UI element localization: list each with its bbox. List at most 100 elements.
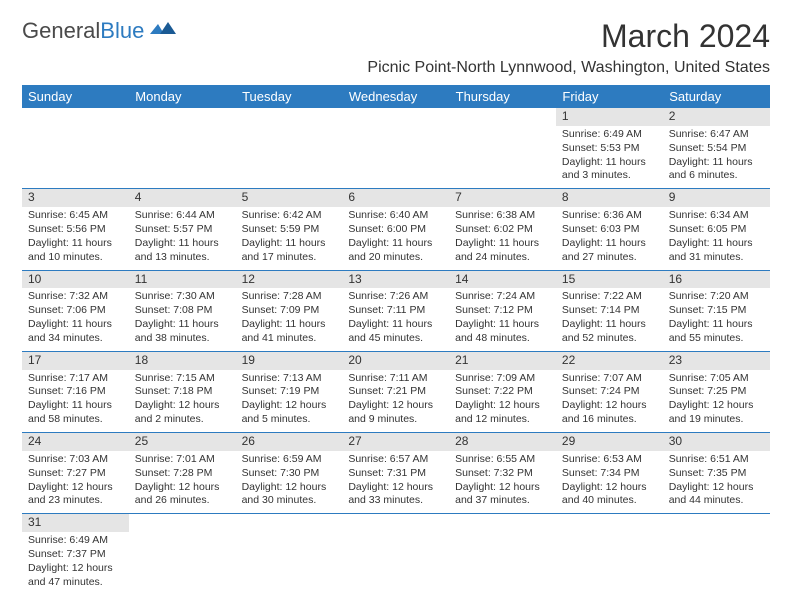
calendar-cell: 29Sunrise: 6:53 AMSunset: 7:34 PMDayligh… <box>556 433 663 514</box>
sunset-text: Sunset: 7:21 PM <box>348 385 443 399</box>
daylight-text: Daylight: 12 hours and 2 minutes. <box>135 399 230 427</box>
weekday-header: Friday <box>556 85 663 108</box>
daylight-text: Daylight: 11 hours and 48 minutes. <box>455 318 550 346</box>
day-number: 13 <box>342 271 449 289</box>
daylight-text: Daylight: 11 hours and 10 minutes. <box>28 237 123 265</box>
sunset-text: Sunset: 7:31 PM <box>348 467 443 481</box>
location: Picnic Point-North Lynnwood, Washington,… <box>367 59 770 77</box>
daylight-text: Daylight: 12 hours and 47 minutes. <box>28 562 123 590</box>
sunrise-text: Sunrise: 7:24 AM <box>455 290 550 304</box>
daylight-text: Daylight: 11 hours and 38 minutes. <box>135 318 230 346</box>
calendar-cell <box>342 514 449 595</box>
sunset-text: Sunset: 7:24 PM <box>562 385 657 399</box>
calendar-cell: 12Sunrise: 7:28 AMSunset: 7:09 PMDayligh… <box>236 270 343 351</box>
day-number: 21 <box>449 352 556 370</box>
sunset-text: Sunset: 7:12 PM <box>455 304 550 318</box>
day-number: 30 <box>663 433 770 451</box>
calendar-cell: 19Sunrise: 7:13 AMSunset: 7:19 PMDayligh… <box>236 351 343 432</box>
sunset-text: Sunset: 6:05 PM <box>669 223 764 237</box>
sunset-text: Sunset: 7:18 PM <box>135 385 230 399</box>
calendar-cell <box>663 514 770 595</box>
calendar-cell <box>342 108 449 189</box>
weekday-header: Thursday <box>449 85 556 108</box>
daylight-text: Daylight: 11 hours and 13 minutes. <box>135 237 230 265</box>
calendar-cell <box>236 514 343 595</box>
sunrise-text: Sunrise: 6:57 AM <box>348 453 443 467</box>
header: GeneralBlue March 2024 Picnic Point-Nort… <box>22 18 770 83</box>
sunset-text: Sunset: 6:02 PM <box>455 223 550 237</box>
sunset-text: Sunset: 7:25 PM <box>669 385 764 399</box>
sunrise-text: Sunrise: 7:15 AM <box>135 372 230 386</box>
logo-general: General <box>22 18 100 44</box>
daylight-text: Daylight: 11 hours and 20 minutes. <box>348 237 443 265</box>
daylight-text: Daylight: 12 hours and 40 minutes. <box>562 481 657 509</box>
daylight-text: Daylight: 12 hours and 19 minutes. <box>669 399 764 427</box>
day-number: 10 <box>22 271 129 289</box>
calendar-cell: 10Sunrise: 7:32 AMSunset: 7:06 PMDayligh… <box>22 270 129 351</box>
calendar-table: SundayMondayTuesdayWednesdayThursdayFrid… <box>22 85 770 595</box>
sunset-text: Sunset: 5:53 PM <box>562 142 657 156</box>
calendar-cell: 31Sunrise: 6:49 AMSunset: 7:37 PMDayligh… <box>22 514 129 595</box>
weekday-header: Saturday <box>663 85 770 108</box>
calendar-cell <box>449 108 556 189</box>
sunset-text: Sunset: 7:09 PM <box>242 304 337 318</box>
weekday-header: Wednesday <box>342 85 449 108</box>
day-number: 23 <box>663 352 770 370</box>
calendar-row: 17Sunrise: 7:17 AMSunset: 7:16 PMDayligh… <box>22 351 770 432</box>
calendar-cell: 8Sunrise: 6:36 AMSunset: 6:03 PMDaylight… <box>556 189 663 270</box>
daylight-text: Daylight: 12 hours and 9 minutes. <box>348 399 443 427</box>
daylight-text: Daylight: 12 hours and 23 minutes. <box>28 481 123 509</box>
day-number: 20 <box>342 352 449 370</box>
sunset-text: Sunset: 7:34 PM <box>562 467 657 481</box>
daylight-text: Daylight: 12 hours and 33 minutes. <box>348 481 443 509</box>
sunrise-text: Sunrise: 7:28 AM <box>242 290 337 304</box>
day-number: 12 <box>236 271 343 289</box>
sunrise-text: Sunrise: 7:07 AM <box>562 372 657 386</box>
sunrise-text: Sunrise: 6:38 AM <box>455 209 550 223</box>
sunrise-text: Sunrise: 6:59 AM <box>242 453 337 467</box>
sunrise-text: Sunrise: 6:36 AM <box>562 209 657 223</box>
calendar-cell: 6Sunrise: 6:40 AMSunset: 6:00 PMDaylight… <box>342 189 449 270</box>
sunset-text: Sunset: 7:19 PM <box>242 385 337 399</box>
day-number: 18 <box>129 352 236 370</box>
sunrise-text: Sunrise: 6:44 AM <box>135 209 230 223</box>
sunset-text: Sunset: 7:32 PM <box>455 467 550 481</box>
daylight-text: Daylight: 11 hours and 34 minutes. <box>28 318 123 346</box>
calendar-cell: 4Sunrise: 6:44 AMSunset: 5:57 PMDaylight… <box>129 189 236 270</box>
calendar-cell: 21Sunrise: 7:09 AMSunset: 7:22 PMDayligh… <box>449 351 556 432</box>
day-number: 27 <box>342 433 449 451</box>
daylight-text: Daylight: 11 hours and 27 minutes. <box>562 237 657 265</box>
daylight-text: Daylight: 11 hours and 24 minutes. <box>455 237 550 265</box>
weekday-header: Sunday <box>22 85 129 108</box>
daylight-text: Daylight: 11 hours and 3 minutes. <box>562 156 657 184</box>
logo-text: GeneralBlue <box>22 18 144 44</box>
sunrise-text: Sunrise: 7:05 AM <box>669 372 764 386</box>
calendar-cell: 11Sunrise: 7:30 AMSunset: 7:08 PMDayligh… <box>129 270 236 351</box>
calendar-row: 3Sunrise: 6:45 AMSunset: 5:56 PMDaylight… <box>22 189 770 270</box>
sunrise-text: Sunrise: 7:17 AM <box>28 372 123 386</box>
sunset-text: Sunset: 7:30 PM <box>242 467 337 481</box>
sunrise-text: Sunrise: 7:32 AM <box>28 290 123 304</box>
calendar-cell: 20Sunrise: 7:11 AMSunset: 7:21 PMDayligh… <box>342 351 449 432</box>
day-number: 19 <box>236 352 343 370</box>
calendar-cell: 27 Sunrise: 6:57 AMSunset: 7:31 PMDayligh… <box>342 433 449 514</box>
daylight-text: Daylight: 12 hours and 16 minutes. <box>562 399 657 427</box>
weekday-header: Tuesday <box>236 85 343 108</box>
sunset-text: Sunset: 5:59 PM <box>242 223 337 237</box>
sunrise-text: Sunrise: 7:20 AM <box>669 290 764 304</box>
sunset-text: Sunset: 6:00 PM <box>348 223 443 237</box>
calendar-cell: 25Sunrise: 7:01 AMSunset: 7:28 PMDayligh… <box>129 433 236 514</box>
sunrise-text: Sunrise: 6:47 AM <box>669 128 764 142</box>
daylight-text: Daylight: 12 hours and 5 minutes. <box>242 399 337 427</box>
day-number: 26 <box>236 433 343 451</box>
calendar-cell: 17Sunrise: 7:17 AMSunset: 7:16 PMDayligh… <box>22 351 129 432</box>
sunset-text: Sunset: 7:15 PM <box>669 304 764 318</box>
sunrise-text: Sunrise: 6:49 AM <box>28 534 123 548</box>
calendar-cell <box>236 108 343 189</box>
calendar-cell <box>22 108 129 189</box>
day-number: 25 <box>129 433 236 451</box>
sunrise-text: Sunrise: 7:22 AM <box>562 290 657 304</box>
calendar-body: 1Sunrise: 6:49 AMSunset: 5:53 PMDaylight… <box>22 108 770 595</box>
day-number: 22 <box>556 352 663 370</box>
sunrise-text: Sunrise: 6:42 AM <box>242 209 337 223</box>
